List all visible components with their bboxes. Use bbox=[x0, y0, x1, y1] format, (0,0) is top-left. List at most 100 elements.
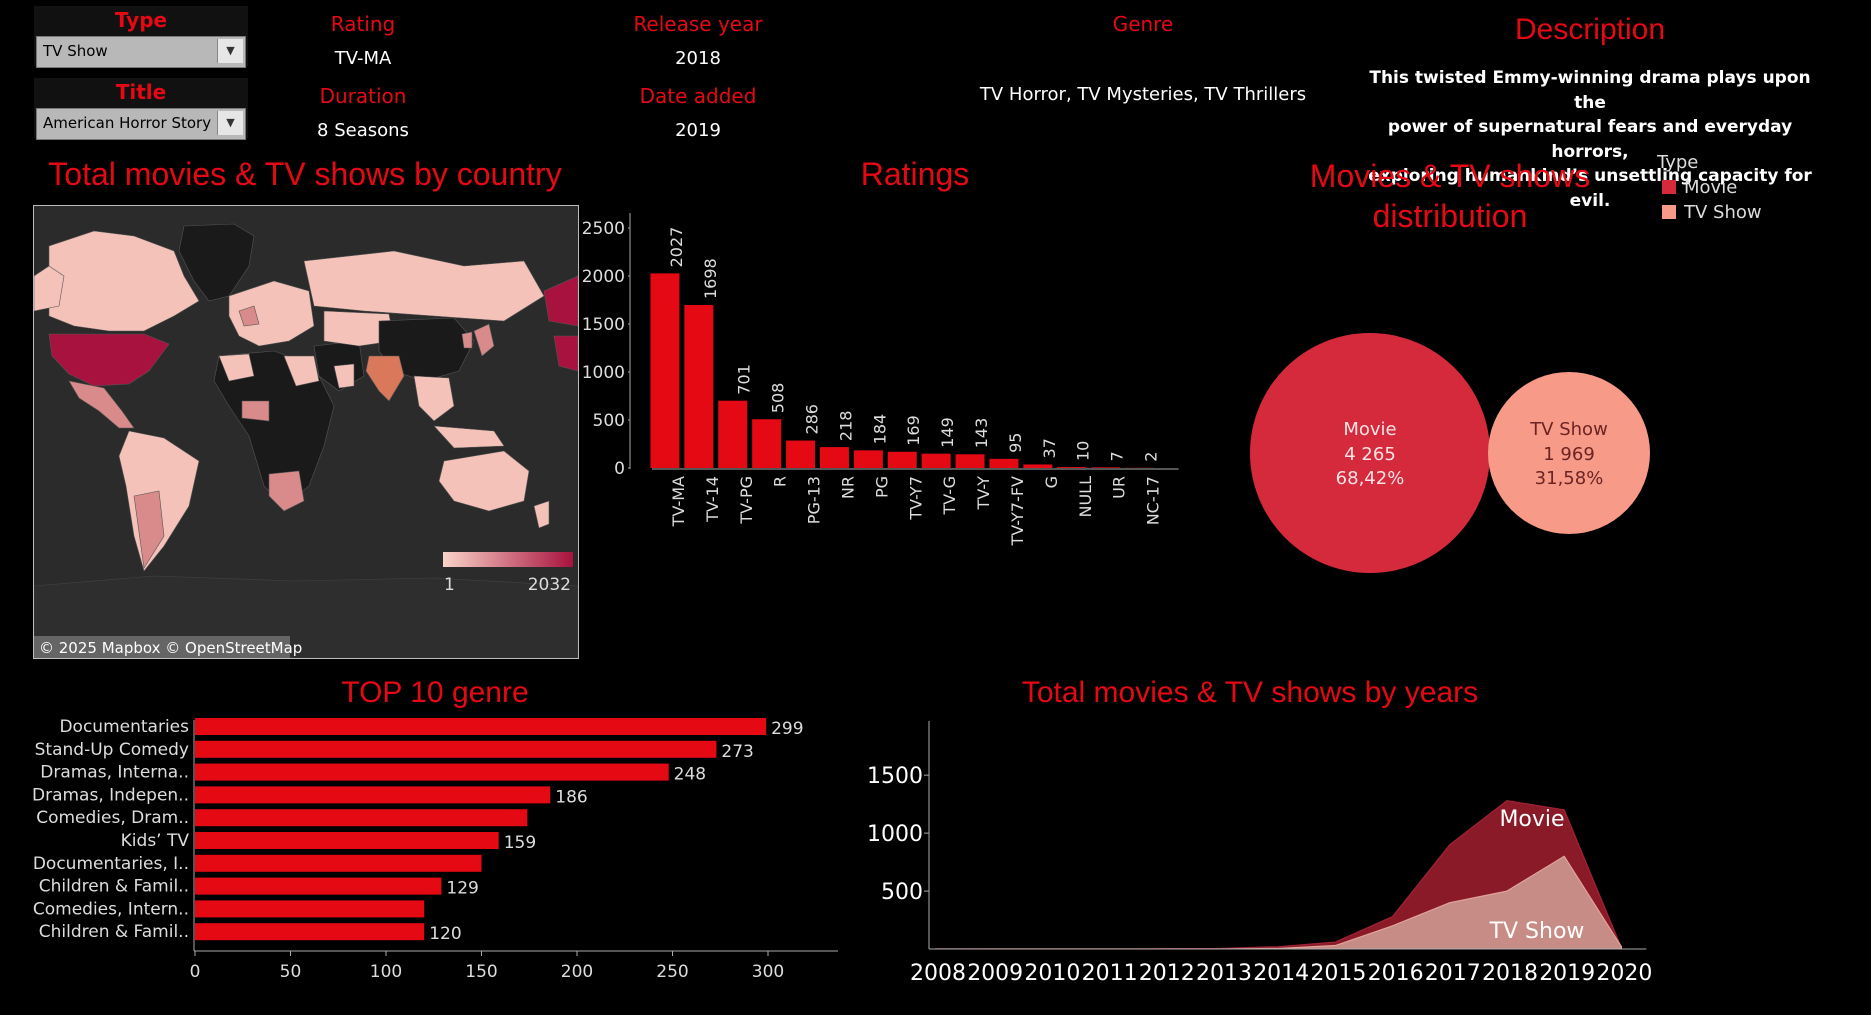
data-label: 2027 bbox=[667, 227, 686, 268]
x-tick-label: 2014 bbox=[1253, 961, 1309, 986]
distribution-title: Movies & TV shows distribution bbox=[1290, 156, 1610, 236]
bar[interactable] bbox=[195, 900, 425, 918]
se-asia bbox=[413, 375, 455, 422]
bar[interactable] bbox=[1023, 464, 1053, 468]
data-label: 701 bbox=[735, 364, 754, 395]
type-dropdown[interactable]: TV Show ▼ bbox=[36, 36, 246, 68]
bar[interactable] bbox=[786, 440, 816, 468]
y-tick-label: 1500 bbox=[582, 315, 625, 335]
chevron-down-icon[interactable]: ▼ bbox=[217, 111, 243, 135]
bar[interactable] bbox=[195, 877, 442, 895]
indonesia bbox=[433, 425, 505, 449]
bar[interactable] bbox=[195, 763, 669, 781]
duration-value: 8 Seasons bbox=[317, 120, 409, 141]
distribution-title-line: distribution bbox=[1372, 198, 1528, 234]
y-tick-label: Stand-Up Comedy bbox=[35, 740, 189, 760]
japan bbox=[473, 323, 495, 357]
tv-show-bubble[interactable] bbox=[1488, 372, 1650, 534]
duration-label: Duration bbox=[319, 84, 407, 108]
genre-chart: 0 50 100 150 200 250 300 Documentaries 299 Stand-… bbox=[32, 717, 838, 982]
y-tick-label: Comedies, Intern.. bbox=[33, 899, 189, 919]
ratings-title: Ratings bbox=[860, 156, 970, 192]
rating-value: TV-MA bbox=[334, 48, 392, 69]
tv-show-swatch bbox=[1662, 205, 1676, 219]
x-tick-label: 2008 bbox=[910, 961, 966, 986]
bar[interactable] bbox=[195, 923, 425, 941]
chevron-down-icon[interactable]: ▼ bbox=[217, 39, 243, 63]
bar[interactable] bbox=[684, 304, 714, 468]
type-legend: Type Movie TV Show bbox=[1657, 152, 1762, 223]
bar[interactable] bbox=[1057, 467, 1087, 468]
movie-bubble-name: Movie bbox=[1343, 419, 1396, 440]
map-svg: 1 2032 © 2025 Mapbox © OpenStreetMap bbox=[34, 206, 578, 658]
release-year-label: Release year bbox=[633, 12, 763, 36]
x-tick-label: R bbox=[771, 476, 790, 487]
y-tick-label: 1000 bbox=[582, 363, 625, 383]
title-dropdown[interactable]: American Horror Story ▼ bbox=[36, 108, 246, 140]
bar[interactable] bbox=[195, 718, 767, 735]
argentina bbox=[133, 490, 165, 569]
x-tick-label: NULL bbox=[1076, 476, 1095, 518]
mexico bbox=[68, 380, 135, 429]
movie-bubble[interactable] bbox=[1250, 333, 1490, 573]
y-tick-label: Documentaries bbox=[59, 717, 189, 737]
russia bbox=[303, 250, 545, 322]
bar[interactable] bbox=[1091, 467, 1121, 468]
bar[interactable] bbox=[887, 451, 917, 468]
x-tick-label: TV-G bbox=[940, 476, 959, 516]
world-map[interactable]: 1 2032 © 2025 Mapbox © OpenStreetMap bbox=[33, 205, 579, 659]
legend-item-tv-show[interactable]: TV Show bbox=[1662, 202, 1762, 223]
data-label: 95 bbox=[1006, 433, 1025, 453]
bar[interactable] bbox=[195, 786, 551, 804]
map-attribution[interactable]: © 2025 Mapbox © OpenStreetMap bbox=[39, 639, 302, 657]
type-filter: Type TV Show ▼ bbox=[34, 6, 248, 68]
y-tick-label: Comedies, Dram.. bbox=[36, 808, 189, 828]
movie-bubble-count: 4 265 bbox=[1344, 444, 1396, 465]
legend-item-movie[interactable]: Movie bbox=[1662, 177, 1762, 198]
tv-show-area-label: TV Show bbox=[1489, 919, 1585, 944]
data-label: 143 bbox=[972, 418, 991, 449]
tv-show-bubble-pct: 31,58% bbox=[1535, 468, 1604, 489]
bar[interactable] bbox=[989, 458, 1019, 468]
bar[interactable] bbox=[195, 809, 528, 827]
bar[interactable] bbox=[819, 447, 849, 468]
description-line: This twisted Emmy-winning drama plays up… bbox=[1369, 68, 1811, 113]
distribution-bubbles: Movie 4 265 68,42% TV Show 1 969 31,58% bbox=[1250, 333, 1650, 573]
bar[interactable] bbox=[195, 854, 482, 872]
x-tick-label: 2010 bbox=[1024, 961, 1080, 986]
x-tick-label: 2012 bbox=[1139, 961, 1195, 986]
x-tick-label: TV-MA bbox=[669, 476, 688, 527]
canada bbox=[48, 230, 200, 332]
new-zealand bbox=[533, 500, 550, 529]
nigeria bbox=[241, 400, 270, 422]
bar[interactable] bbox=[195, 832, 499, 849]
data-label: 129 bbox=[446, 879, 478, 899]
x-tick-label: 2011 bbox=[1082, 961, 1138, 986]
y-tick-label: Dramas, Interna.. bbox=[40, 763, 189, 783]
x-tick-label: 2015 bbox=[1310, 961, 1366, 986]
x-tick-label: 2013 bbox=[1196, 961, 1252, 986]
x-tick-label: NR bbox=[838, 476, 857, 499]
morocco bbox=[218, 353, 255, 382]
y-tick-label: Dramas, Indepen.. bbox=[32, 785, 189, 805]
x-tick-label: PG-13 bbox=[805, 476, 824, 524]
bar[interactable] bbox=[752, 419, 782, 468]
map-legend-min: 1 bbox=[444, 575, 455, 595]
bar[interactable] bbox=[921, 453, 951, 468]
y-tick-label: Children & Famil.. bbox=[39, 922, 189, 942]
type-dropdown-value: TV Show bbox=[43, 42, 108, 60]
date-added-label: Date added bbox=[639, 84, 757, 108]
bar[interactable] bbox=[718, 400, 748, 468]
title-filter: Title American Horror Story ▼ bbox=[34, 78, 248, 140]
y-tick-label: 1000 bbox=[867, 822, 923, 847]
bar[interactable] bbox=[853, 450, 883, 468]
description-text: This twisted Emmy-winning drama plays up… bbox=[1360, 66, 1820, 213]
data-label: 159 bbox=[504, 833, 536, 853]
bar[interactable] bbox=[195, 740, 717, 758]
bar[interactable] bbox=[955, 454, 985, 468]
bar[interactable] bbox=[650, 273, 680, 468]
usa-east bbox=[553, 335, 578, 372]
x-tick-label: 2019 bbox=[1539, 961, 1595, 986]
tv-show-area[interactable] bbox=[935, 855, 1622, 949]
